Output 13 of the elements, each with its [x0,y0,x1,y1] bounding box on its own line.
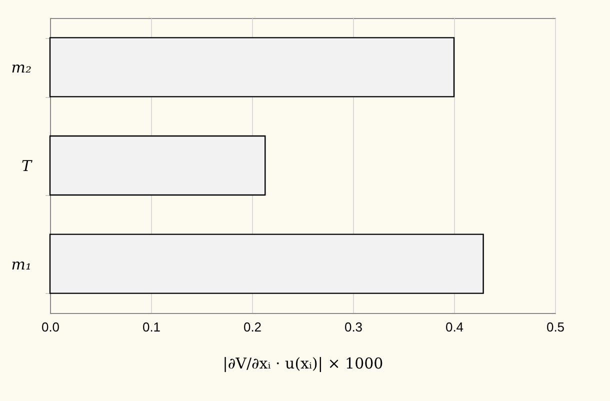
x-tick-label: 0.5 [546,320,565,334]
x-tick-label: 0.4 [445,320,464,334]
x-axis-title: |∂V/∂xᵢ · u(xᵢ)| × 1000 [222,354,384,372]
y-tick-label: m₁ [11,255,32,274]
x-tick-label: 0.0 [41,320,60,334]
x-tick-label: 0.2 [243,320,262,334]
bar [49,234,484,294]
bar [49,135,266,196]
x-tick-label: 0.3 [344,320,363,334]
bar [49,37,455,98]
y-tick-label: T [21,157,32,175]
x-tick-label: 0.1 [142,320,161,334]
y-tick-label: m₂ [11,58,32,77]
